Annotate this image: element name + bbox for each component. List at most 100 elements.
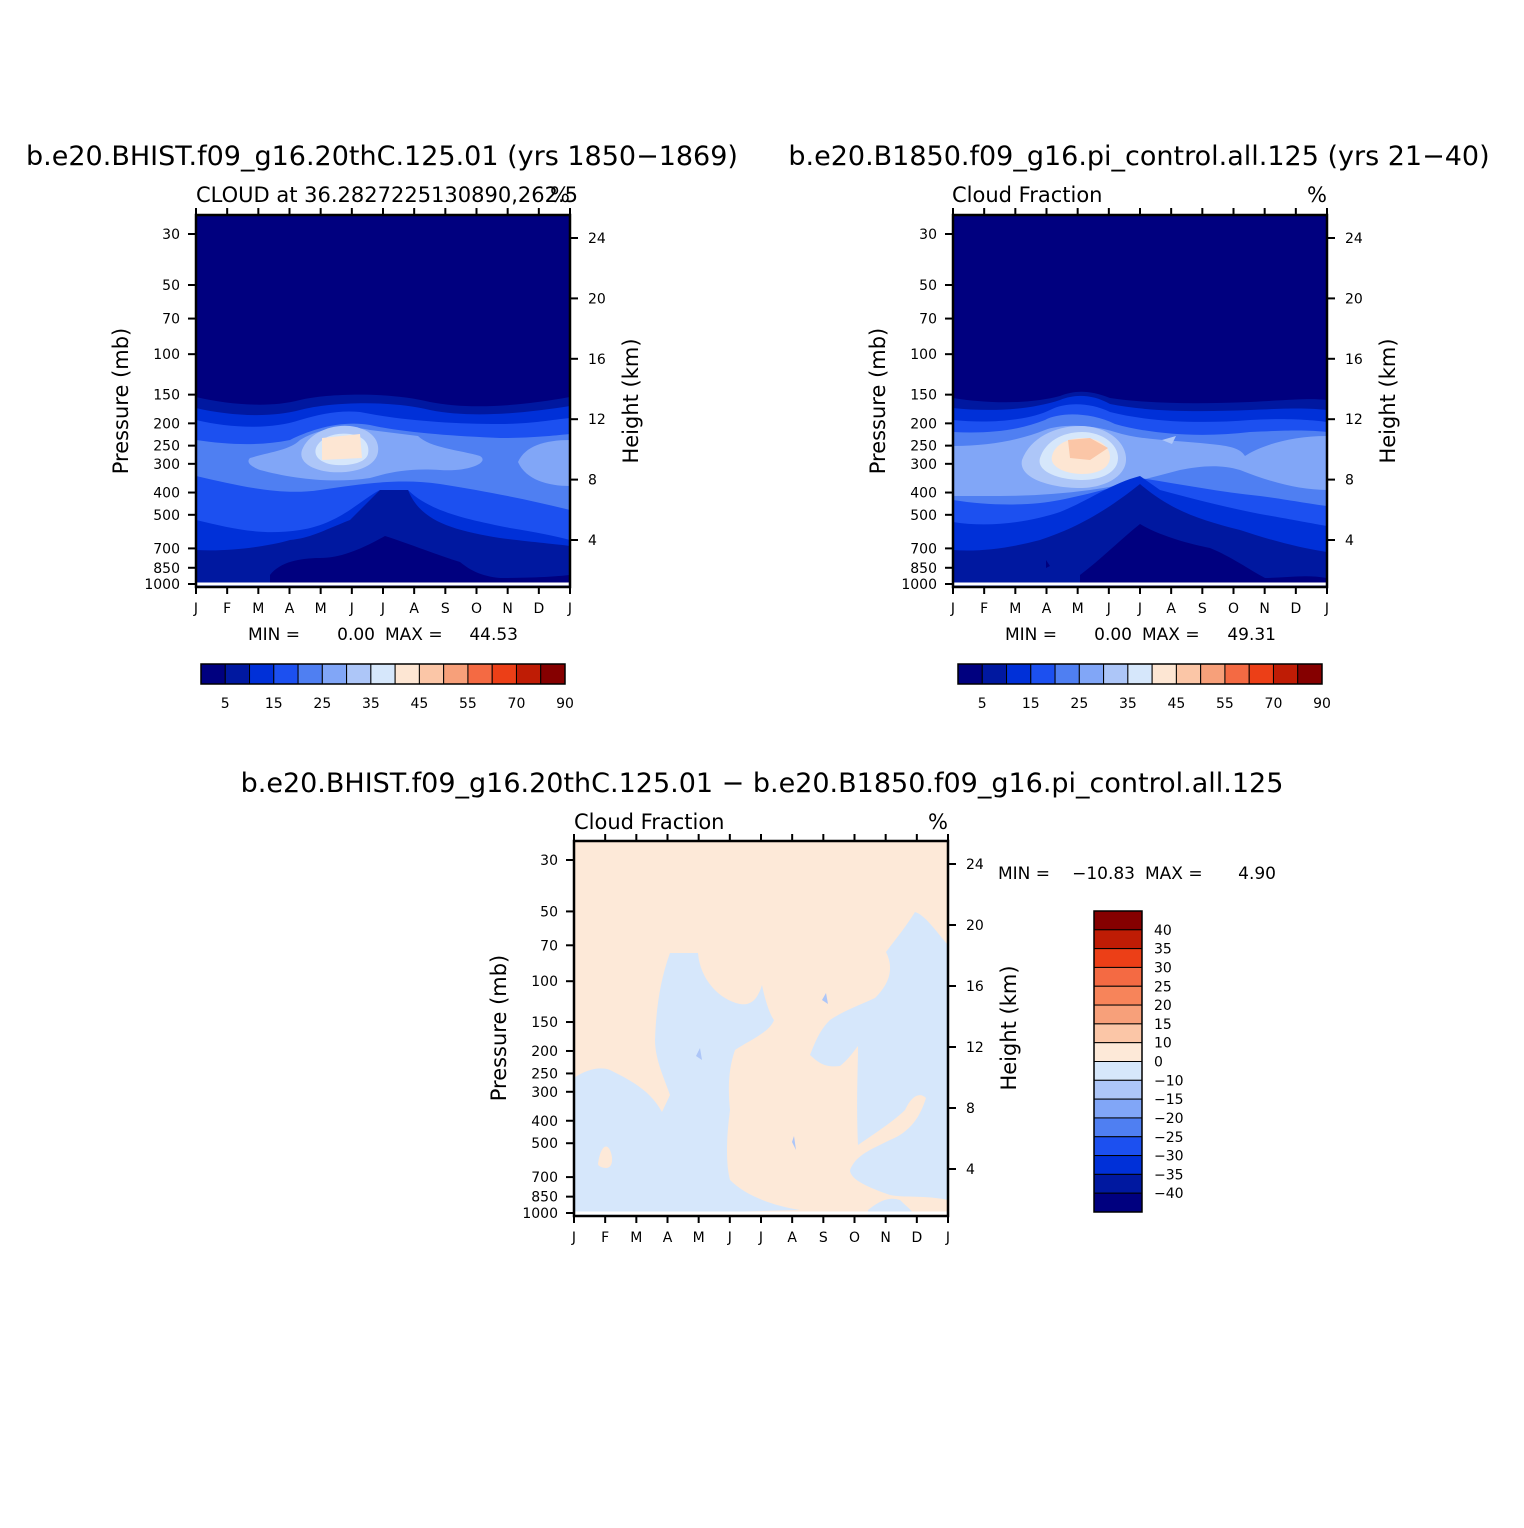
colorbar-swatch: [321, 663, 348, 685]
contour-pos-island: [598, 1146, 613, 1168]
colorbar-swatch: [515, 663, 542, 685]
pressure-tick-label: 500: [531, 1136, 558, 1152]
height-tick-label: 4: [1345, 533, 1354, 549]
colorbar-label: 25: [1070, 696, 1088, 712]
pressure-tick-label: 70: [919, 312, 937, 328]
height-tick-label: 20: [588, 291, 606, 307]
height-tick-label: 16: [588, 352, 606, 368]
pressure-tick-label: 300: [910, 457, 937, 473]
x-tick-label: F: [980, 601, 988, 617]
colorbar-swatch: [1175, 663, 1202, 685]
max-value: 49.31: [1227, 625, 1276, 645]
height-tick-label: 4: [966, 1162, 975, 1178]
x-tick-label: J: [758, 1230, 763, 1246]
y-axis-label-left: Pressure (mb): [109, 328, 133, 475]
colorbar-label: −15: [1154, 1092, 1184, 1108]
pressure-tick-label: 1000: [522, 1206, 558, 1222]
colorbar-swatch: [1093, 1004, 1143, 1025]
panel-historical: b.e20.BHIST.f09_g16.20thC.125.01 (yrs 18…: [26, 141, 738, 712]
height-tick-label: 16: [1345, 352, 1363, 368]
pressure-tick-label: 300: [531, 1085, 558, 1101]
pressure-tick-label: 200: [910, 416, 937, 432]
x-tick-label: D: [911, 1230, 922, 1246]
pressure-tick-label: 700: [910, 541, 937, 557]
height-tick-label: 16: [966, 979, 984, 995]
x-tick-label: A: [1042, 601, 1052, 617]
pressure-tick-label: 850: [531, 1190, 558, 1206]
colorbar-label: 55: [459, 696, 477, 712]
min-label: MIN =: [248, 625, 300, 645]
x-tick-label: J: [193, 601, 198, 617]
colorbar-label: 35: [362, 696, 380, 712]
contour-field: [196, 215, 570, 587]
pressure-tick-label: 850: [910, 561, 937, 577]
colorbar-label: 45: [1167, 696, 1185, 712]
colorbar: 5 15 25 35 45 55 70 90: [200, 663, 574, 712]
colorbar-label: −40: [1154, 1186, 1184, 1202]
axis-ticks: J F M A M J J A S O N D J 30 50 70 100 150 200 250 300 400 500…: [144, 208, 606, 617]
contour-band-speck: [1046, 560, 1050, 568]
contour-band-45-50: [1068, 438, 1108, 460]
pressure-tick-label: 100: [531, 974, 558, 990]
x-tick-label: J: [349, 601, 354, 617]
max-label: MAX =: [1145, 864, 1203, 884]
contour-band-lower-0-5: [270, 536, 570, 587]
pressure-tick-label: 250: [910, 439, 937, 455]
colorbar-label: 15: [1154, 1017, 1172, 1033]
height-tick-label: 24: [588, 231, 606, 247]
y-axis-label-left: Pressure (mb): [487, 955, 511, 1102]
colorbar-label: 0: [1154, 1055, 1163, 1071]
y-axis-label-left: Pressure (mb): [866, 328, 890, 475]
x-tick-label: M: [630, 1230, 642, 1246]
colorbar-label: 70: [1265, 696, 1283, 712]
pressure-tick-label: 300: [153, 457, 180, 473]
colorbar-label: 10: [1154, 1036, 1172, 1052]
colorbar-swatch: [1093, 985, 1143, 1006]
colorbar-swatch: [1093, 1042, 1143, 1062]
colorbar-swatch: [1093, 1117, 1143, 1138]
colorbar-label: −35: [1154, 1167, 1184, 1183]
colorbar-swatch: [1078, 663, 1105, 685]
x-tick-label: S: [1198, 601, 1207, 617]
pressure-tick-label: 200: [153, 416, 180, 432]
colorbar-swatch: [1093, 1155, 1143, 1175]
colorbar-swatch: [394, 663, 420, 685]
height-tick-label: 8: [588, 473, 597, 489]
colorbar-label: 35: [1154, 942, 1172, 958]
colorbar-swatch: [1151, 663, 1177, 685]
pressure-tick-label: 250: [153, 439, 180, 455]
contour-band-25-30b: [518, 440, 570, 486]
colorbar-swatch: [1272, 663, 1299, 685]
x-tick-label: N: [880, 1230, 890, 1246]
colorbar-swatch: [1093, 1079, 1143, 1100]
x-tick-label: J: [571, 1230, 576, 1246]
colorbar-swatch: [346, 663, 372, 685]
contour-band-40-45: [322, 434, 362, 460]
colorbar-label: 35: [1119, 696, 1137, 712]
pressure-tick-label: 30: [162, 227, 180, 243]
max-value: 44.53: [469, 625, 518, 645]
colorbar-label: 5: [221, 696, 230, 712]
colorbar-label: −30: [1154, 1149, 1184, 1165]
pressure-tick-label: 400: [153, 486, 180, 502]
colorbar-label: 15: [265, 696, 283, 712]
x-tick-label: A: [787, 1230, 797, 1246]
pressure-tick-label: 50: [919, 278, 937, 294]
colorbar-label: 90: [556, 696, 574, 712]
pressure-tick-label: 70: [540, 938, 558, 954]
x-tick-label: D: [533, 601, 544, 617]
colorbar-swatch: [540, 663, 566, 685]
colorbar: 5 15 25 35 45 55 70 90: [957, 663, 1331, 712]
colorbar-swatch: [1093, 1061, 1143, 1081]
height-tick-label: 12: [966, 1040, 984, 1056]
colorbar-swatch: [1093, 966, 1143, 987]
colorbar-label: 55: [1216, 696, 1234, 712]
contour-neg-dot1: [822, 993, 828, 1004]
colorbar-swatch: [1093, 1136, 1143, 1157]
max-value: 4.90: [1238, 864, 1276, 884]
x-tick-label: J: [727, 1230, 732, 1246]
colorbar-label: 40: [1154, 923, 1172, 939]
x-tick-label: N: [502, 601, 512, 617]
colorbar-swatch: [249, 663, 275, 685]
